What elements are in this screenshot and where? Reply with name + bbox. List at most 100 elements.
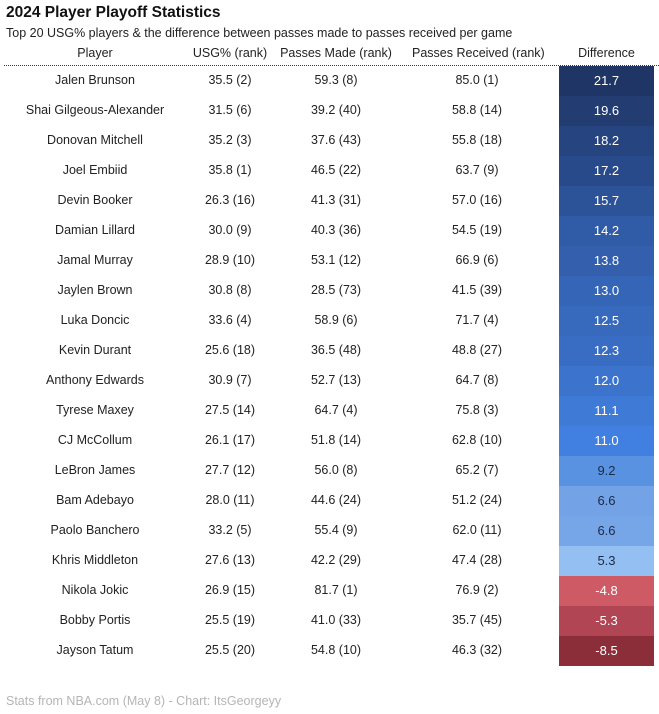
player-name-cell: Shai Gilgeous-Alexander: [25, 103, 165, 117]
passes-made-cell: 53.1 (12): [310, 253, 362, 267]
passes-received-cell: 63.7 (9): [455, 163, 499, 177]
usg-cell: 35.8 (1): [208, 163, 252, 177]
usg-cell: 33.2 (5): [208, 523, 252, 537]
passes-received-cell: 51.2 (24): [451, 493, 503, 507]
usg-cell: 30.9 (7): [208, 373, 252, 387]
difference-cell: 12.5: [559, 306, 654, 336]
player-name-cell: Bam Adebayo: [56, 493, 134, 507]
difference-cell: 15.7: [559, 186, 654, 216]
player-name-cell: Paolo Banchero: [50, 523, 140, 537]
difference-cell: 6.6: [559, 486, 654, 516]
player-name-cell: CJ McCollum: [57, 433, 133, 447]
column-header-passes-received: Passes Received (rank): [412, 46, 545, 60]
difference-cell: 12.3: [559, 336, 654, 366]
passes-made-cell: 81.7 (1): [314, 583, 358, 597]
column-header-usg: USG% (rank): [192, 46, 268, 60]
usg-cell: 35.2 (3): [208, 133, 252, 147]
difference-cell: 19.6: [559, 96, 654, 126]
source-credit: Stats from NBA.com (May 8) - Chart: ItsG…: [6, 694, 282, 708]
player-name-cell: Luka Doncic: [60, 313, 130, 327]
table-row: Luka Doncic 33.6 (4) 58.9 (6) 71.7 (4) 12.5: [0, 306, 659, 336]
passes-received-cell: 62.8 (10): [451, 433, 503, 447]
usg-cell: 28.9 (10): [204, 253, 256, 267]
difference-cell: 11.0: [559, 426, 654, 456]
difference-cell: 17.2: [559, 156, 654, 186]
passes-made-cell: 58.9 (6): [314, 313, 358, 327]
player-name-cell: Nikola Jokic: [61, 583, 129, 597]
passes-received-cell: 47.4 (28): [451, 553, 503, 567]
passes-received-cell: 85.0 (1): [455, 73, 499, 87]
passes-made-cell: 41.0 (33): [310, 613, 362, 627]
difference-cell: 12.0: [559, 366, 654, 396]
passes-received-cell: 65.2 (7): [455, 463, 499, 477]
passes-received-cell: 46.3 (32): [451, 643, 503, 657]
table-row: Paolo Banchero 33.2 (5) 55.4 (9) 62.0 (11) 6…: [0, 516, 659, 546]
usg-cell: 33.6 (4): [208, 313, 252, 327]
passes-made-cell: 56.0 (8): [314, 463, 358, 477]
usg-cell: 27.6 (13): [204, 553, 256, 567]
table-row: Devin Booker 26.3 (16) 41.3 (31) 57.0 (16) 1…: [0, 186, 659, 216]
column-header-passes-made: Passes Made (rank): [280, 46, 392, 60]
passes-made-cell: 36.5 (48): [310, 343, 362, 357]
player-name-cell: Jalen Brunson: [55, 73, 135, 87]
passes-made-cell: 64.7 (4): [314, 403, 358, 417]
table-row: Anthony Edwards 30.9 (7) 52.7 (13) 64.7 (8)…: [0, 366, 659, 396]
player-name-cell: Khris Middleton: [51, 553, 139, 567]
table-row: LeBron James 27.7 (12) 56.0 (8) 65.2 (7) 9.2: [0, 456, 659, 486]
usg-cell: 28.0 (11): [205, 493, 255, 507]
difference-cell: 18.2: [559, 126, 654, 156]
player-name-cell: Jayson Tatum: [56, 643, 134, 657]
passes-received-cell: 76.9 (2): [455, 583, 499, 597]
difference-cell: -8.5: [559, 636, 654, 666]
usg-cell: 27.7 (12): [204, 463, 256, 477]
chart-subtitle: Top 20 USG% players & the difference bet…: [6, 26, 513, 40]
difference-cell: 21.7: [559, 66, 654, 96]
passes-made-cell: 52.7 (13): [310, 373, 362, 387]
usg-cell: 31.5 (6): [208, 103, 252, 117]
table-row: Nikola Jokic 26.9 (15) 81.7 (1) 76.9 (2) -4.…: [0, 576, 659, 606]
table-row: Tyrese Maxey 27.5 (14) 64.7 (4) 75.8 (3) 11.…: [0, 396, 659, 426]
passes-received-cell: 57.0 (16): [451, 193, 503, 207]
table-row: Jamal Murray 28.9 (10) 53.1 (12) 66.9 (6) 13…: [0, 246, 659, 276]
table-row: Donovan Mitchell 35.2 (3) 37.6 (43) 55.8 (1…: [0, 126, 659, 156]
passes-made-cell: 44.6 (24): [310, 493, 362, 507]
player-name-cell: Joel Embiid: [62, 163, 128, 177]
passes-made-cell: 28.5 (73): [310, 283, 362, 297]
player-name-cell: Kevin Durant: [58, 343, 132, 357]
player-name-cell: Tyrese Maxey: [56, 403, 134, 417]
column-header-player: Player: [77, 46, 113, 60]
passes-received-cell: 75.8 (3): [455, 403, 499, 417]
difference-cell: 6.6: [559, 516, 654, 546]
table-row: Kevin Durant 25.6 (18) 36.5 (48) 48.8 (27) 1…: [0, 336, 659, 366]
player-name-cell: Bobby Portis: [59, 613, 131, 627]
table-row: CJ McCollum 26.1 (17) 51.8 (14) 62.8 (10) 11…: [0, 426, 659, 456]
passes-received-cell: 64.7 (8): [455, 373, 499, 387]
passes-received-cell: 41.5 (39): [451, 283, 503, 297]
table-row: Jaylen Brown 30.8 (8) 28.5 (73) 41.5 (39) 13…: [0, 276, 659, 306]
passes-received-cell: 71.7 (4): [455, 313, 499, 327]
player-name-cell: LeBron James: [54, 463, 136, 477]
difference-cell: -5.3: [559, 606, 654, 636]
player-name-cell: Donovan Mitchell: [47, 133, 143, 147]
difference-cell: 13.0: [559, 276, 654, 306]
player-name-cell: Anthony Edwards: [46, 373, 144, 387]
usg-cell: 25.5 (20): [204, 643, 256, 657]
passes-made-cell: 59.3 (8): [314, 73, 358, 87]
passes-made-cell: 55.4 (9): [314, 523, 358, 537]
usg-cell: 30.8 (8): [208, 283, 252, 297]
header-divider: [4, 65, 659, 66]
passes-made-cell: 46.5 (22): [310, 163, 362, 177]
usg-cell: 30.0 (9): [208, 223, 252, 237]
passes-received-cell: 54.5 (19): [451, 223, 503, 237]
table-row: Damian Lillard 30.0 (9) 40.3 (36) 54.5 (19)…: [0, 216, 659, 246]
passes-made-cell: 54.8 (10): [310, 643, 362, 657]
difference-cell: 11.1: [559, 396, 654, 426]
player-name-cell: Damian Lillard: [55, 223, 135, 237]
difference-cell: 9.2: [559, 456, 654, 486]
table-row: Joel Embiid 35.8 (1) 46.5 (22) 63.7 (9) 17.2: [0, 156, 659, 186]
passes-made-cell: 41.3 (31): [310, 193, 362, 207]
usg-cell: 27.5 (14): [204, 403, 256, 417]
passes-made-cell: 51.8 (14): [310, 433, 362, 447]
chart-title: 2024 Player Playoff Statistics: [6, 4, 221, 21]
passes-received-cell: 66.9 (6): [455, 253, 499, 267]
